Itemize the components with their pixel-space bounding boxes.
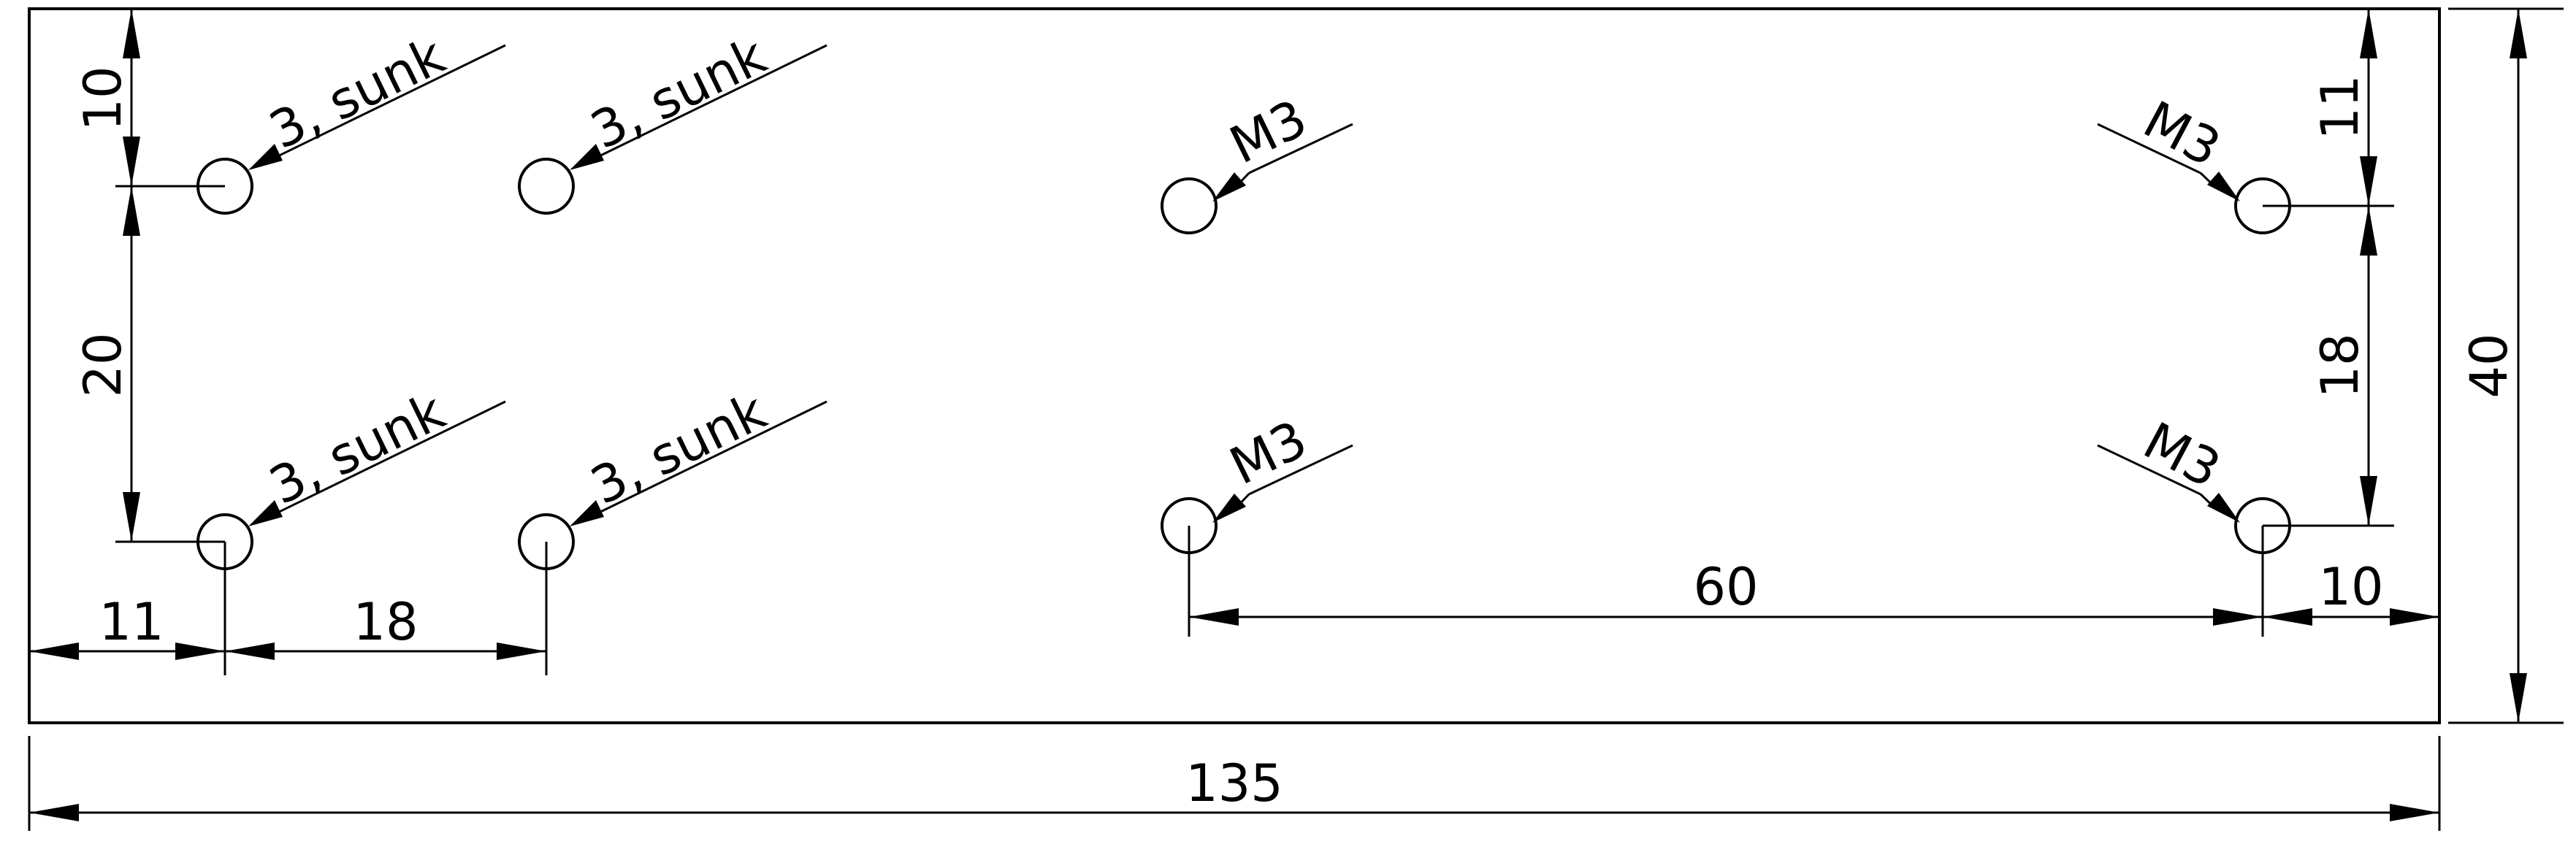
dimension-left-margin: 11 18 bbox=[29, 542, 548, 675]
leader-countersunk-2: 3, sunk bbox=[570, 26, 828, 170]
callout-countersunk-label-3: 3, sunk bbox=[261, 381, 454, 517]
dim-text-top-margin-right: 11 bbox=[2310, 74, 2370, 139]
dim-text-left-vertical-spacing: 20 bbox=[73, 332, 133, 397]
callout-countersunk-label-1: 3, sunk bbox=[261, 26, 454, 161]
leader-m3-center-top: M3 bbox=[1212, 88, 1353, 202]
leader-m3-right-top: M3 bbox=[2097, 90, 2240, 202]
dim-text-left-margin: 11 bbox=[99, 592, 164, 652]
dim-text-top-margin-left: 10 bbox=[73, 66, 133, 131]
callout-m3-label-2: M3 bbox=[1221, 410, 1316, 497]
dim-text-left-hole-spacing: 18 bbox=[353, 592, 418, 652]
dimension-left-vertical: 10 20 bbox=[73, 9, 225, 543]
leader-countersunk-3: 3, sunk bbox=[248, 381, 506, 526]
plate-outline bbox=[28, 7, 2441, 724]
hole-countersunk-top-second bbox=[518, 158, 575, 215]
dimension-overall-height: 40 bbox=[2448, 7, 2564, 724]
dim-text-right-vertical-spacing: 18 bbox=[2310, 333, 2370, 398]
dim-text-overall-height: 40 bbox=[2459, 333, 2519, 398]
callout-m3-label-3: M3 bbox=[2134, 90, 2230, 179]
dim-text-overall-width: 135 bbox=[1185, 753, 1283, 813]
dim-text-right-margin: 10 bbox=[2318, 557, 2383, 617]
leader-countersunk-1: 3, sunk bbox=[248, 26, 506, 170]
leader-m3-center-bottom: M3 bbox=[1212, 410, 1353, 523]
leader-countersunk-4: 3, sunk bbox=[570, 381, 828, 526]
callout-m3-label-4: M3 bbox=[2134, 411, 2230, 500]
dimension-right-horizontal: 60 10 bbox=[1188, 526, 2439, 637]
dimension-overall-width: 135 bbox=[28, 736, 2441, 831]
callout-countersunk-label-4: 3, sunk bbox=[582, 381, 776, 517]
leader-m3-right-bottom: M3 bbox=[2097, 411, 2240, 523]
hole-m3-top-center bbox=[1161, 177, 1218, 234]
callout-m3-label-1: M3 bbox=[1221, 88, 1316, 176]
dimension-right-vertical: 11 18 bbox=[2263, 9, 2394, 527]
callout-countersunk-label-2: 3, sunk bbox=[582, 26, 776, 161]
dim-text-center-to-right: 60 bbox=[1693, 557, 1758, 617]
